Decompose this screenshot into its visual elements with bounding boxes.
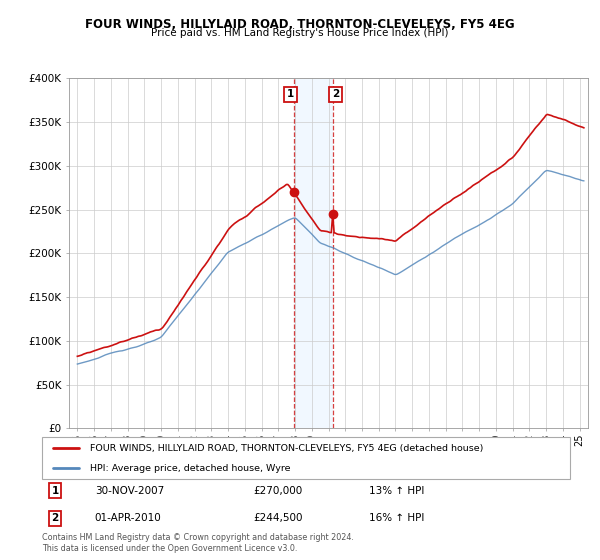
Text: Contains HM Land Registry data © Crown copyright and database right 2024.
This d: Contains HM Land Registry data © Crown c… <box>42 533 354 553</box>
Text: 1: 1 <box>287 89 294 99</box>
Text: 2: 2 <box>332 89 340 99</box>
Text: FOUR WINDS, HILLYLAID ROAD, THORNTON-CLEVELEYS, FY5 4EG (detached house): FOUR WINDS, HILLYLAID ROAD, THORNTON-CLE… <box>89 444 483 452</box>
Text: £270,000: £270,000 <box>253 486 302 496</box>
Text: FOUR WINDS, HILLYLAID ROAD, THORNTON-CLEVELEYS, FY5 4EG: FOUR WINDS, HILLYLAID ROAD, THORNTON-CLE… <box>85 18 515 31</box>
Text: 1: 1 <box>52 486 59 496</box>
Bar <box>293 78 332 428</box>
Text: £244,500: £244,500 <box>253 514 303 524</box>
Text: 30-NOV-2007: 30-NOV-2007 <box>95 486 164 496</box>
Text: HPI: Average price, detached house, Wyre: HPI: Average price, detached house, Wyre <box>89 464 290 473</box>
Text: 2: 2 <box>52 514 59 524</box>
Text: 01-APR-2010: 01-APR-2010 <box>95 514 161 524</box>
Text: Price paid vs. HM Land Registry's House Price Index (HPI): Price paid vs. HM Land Registry's House … <box>151 28 449 38</box>
Text: 16% ↑ HPI: 16% ↑ HPI <box>370 514 425 524</box>
Text: 13% ↑ HPI: 13% ↑ HPI <box>370 486 425 496</box>
